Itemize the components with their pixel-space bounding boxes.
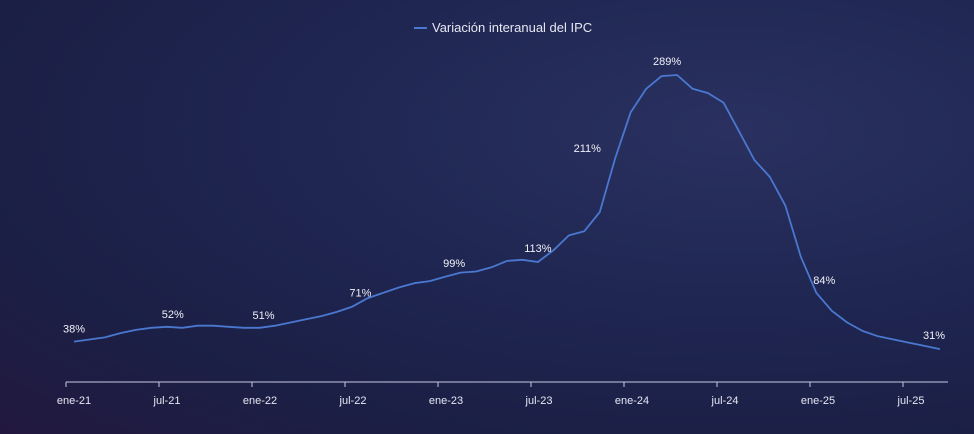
x-tick-label: jul-25 (897, 395, 925, 407)
x-tick-label: ene-23 (429, 395, 463, 407)
series-line-ipc (73, 74, 941, 350)
data-label: 99% (443, 258, 465, 270)
x-tick-label: ene-21 (57, 395, 91, 407)
data-label: 211% (574, 143, 602, 155)
x-tick-label: jul-23 (525, 395, 553, 407)
legend-label: Variación interanual del IPC (432, 20, 592, 35)
data-label: 289% (653, 56, 681, 68)
data-label: 113% (524, 243, 552, 255)
x-tick-label: jul-24 (711, 395, 739, 407)
data-label: 84% (813, 275, 835, 287)
data-label: 52% (162, 309, 184, 321)
x-tick-label: ene-24 (615, 395, 649, 407)
x-tick-label: ene-25 (801, 395, 835, 407)
x-tick-label: jul-22 (339, 395, 367, 407)
data-label: 51% (253, 310, 275, 322)
data-label: 31% (923, 330, 945, 342)
x-tick-label: ene-22 (243, 395, 277, 407)
data-label: 38% (63, 324, 85, 336)
legend: Variación interanual del IPC (414, 20, 592, 35)
x-tick-label: jul-21 (153, 395, 181, 407)
data-label: 71% (349, 288, 371, 300)
